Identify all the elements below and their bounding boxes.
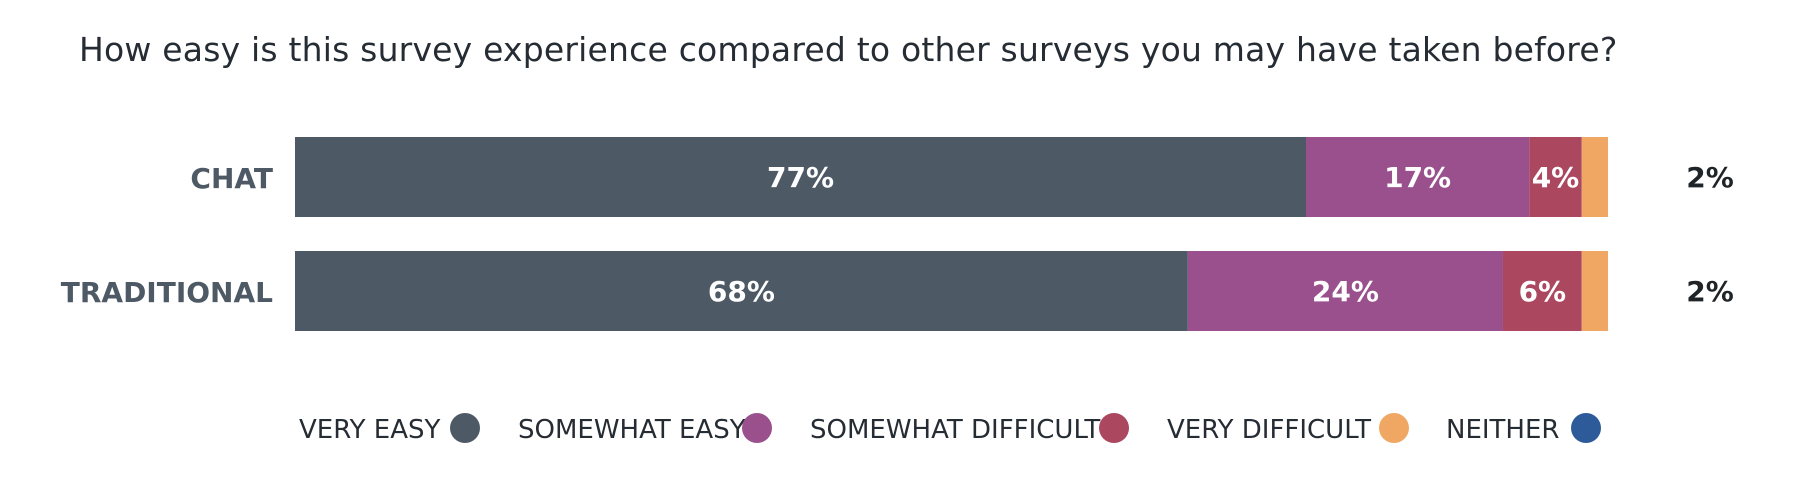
legend-item-very-difficult: VERY DIFFICULT [1167,413,1409,445]
legend-label-neither: NEITHER [1446,415,1559,445]
legend-item-somewhat-easy: SOMEWHAT EASY [518,413,772,445]
orange-dot-icon [1379,413,1409,443]
data-label-chat-somewhat-difficult: 4% [1532,161,1580,194]
category-label-chat: CHAT [190,162,273,195]
legend-label-somewhat-difficult: SOMEWHAT DIFFICULT [810,415,1100,445]
bar-traditional-very-easy [295,251,1188,331]
dark-slate-dot-icon [450,413,480,443]
legend-label-very-difficult: VERY DIFFICULT [1167,415,1371,445]
category-label-traditional: TRADITIONAL [61,276,273,309]
legend: VERY EASY SOMEWHAT EASY SOMEWHAT DIFFICULT… [299,413,1601,445]
data-label-traditional-somewhat-difficult: 6% [1519,275,1567,308]
bar-traditional-somewhat-difficult [1502,251,1582,331]
legend-label-very-easy: VERY EASY [299,415,440,445]
bar-chat-somewhat-easy [1306,137,1530,217]
data-label-traditional-very-easy: 68% [708,275,775,308]
data-label-chat-somewhat-easy: 17% [1384,161,1451,194]
blue-dot-icon [1571,413,1601,443]
bar-chat-somewhat-difficult [1529,137,1582,217]
bar-chat-very-easy [295,137,1307,217]
purple-dot-icon [742,413,772,443]
labels-layer: CHAT 77% 17% 4% 2% TRADITIONAL 68% 24% 6% 2% [61,161,1734,309]
bar-traditional-very-difficult [1581,251,1608,331]
data-label-chat-very-easy: 77% [767,161,834,194]
legend-item-very-easy: VERY EASY [299,413,480,445]
legend-item-somewhat-difficult: SOMEWHAT DIFFICULT [810,413,1129,445]
crimson-dot-icon [1099,413,1129,443]
data-label-traditional-very-difficult: 2% [1686,275,1734,308]
chart-title: How easy is this survey experience compa… [79,30,1618,69]
bars-layer [295,137,1608,331]
data-label-chat-very-difficult: 2% [1686,161,1734,194]
data-label-traditional-somewhat-easy: 24% [1312,275,1379,308]
legend-item-neither: NEITHER [1446,413,1601,445]
bar-traditional-somewhat-easy [1187,251,1503,331]
bar-chat-very-difficult [1581,137,1608,217]
legend-label-somewhat-easy: SOMEWHAT EASY [518,415,746,445]
